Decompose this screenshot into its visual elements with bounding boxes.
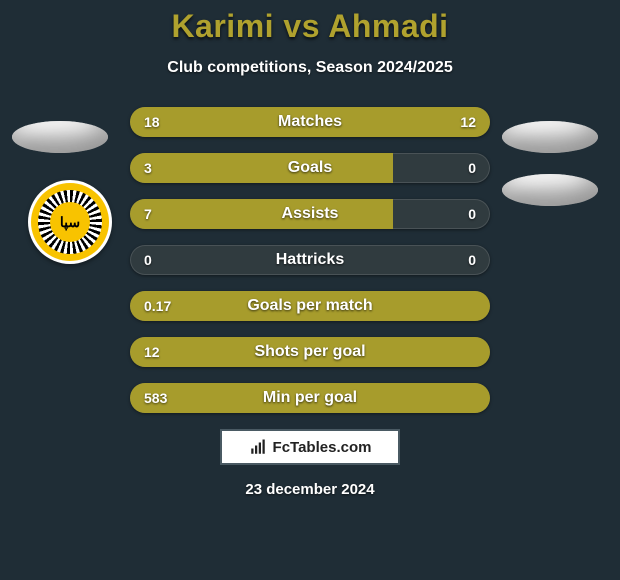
stat-bar: Min per goal583: [130, 383, 490, 413]
brand-text: FcTables.com: [273, 439, 372, 456]
stat-value-left: 0: [144, 245, 152, 275]
bar-left-fill: [130, 291, 490, 321]
chart-icon: [249, 438, 267, 456]
club-badge-text: سپا: [60, 214, 80, 231]
stat-value-right: 0: [468, 245, 476, 275]
stat-label: Hattricks: [130, 245, 490, 275]
stat-value-right: 0: [468, 153, 476, 183]
stat-bar: Goals per match0.17: [130, 291, 490, 321]
stats-bars: Matches1812Goals30Assists70Hattricks00Go…: [130, 107, 490, 413]
bar-left-fill: [130, 199, 393, 229]
stat-bar: Assists70: [130, 199, 490, 229]
page-subtitle: Club competitions, Season 2024/2025: [0, 59, 620, 77]
club-badge-left: سپا: [28, 180, 112, 264]
bar-left-fill: [130, 153, 393, 183]
stat-value-left: 18: [144, 107, 160, 137]
bar-left-fill: [130, 383, 490, 413]
brand-badge[interactable]: FcTables.com: [220, 429, 400, 465]
stat-value-right: 12: [460, 107, 476, 137]
stat-value-left: 12: [144, 337, 160, 367]
player-avatar-right: [502, 121, 598, 153]
stat-bar: Shots per goal12: [130, 337, 490, 367]
stat-value-left: 7: [144, 199, 152, 229]
page-title: Karimi vs Ahmadi: [0, 8, 620, 45]
player-avatar-left: [12, 121, 108, 153]
stat-bar: Matches1812: [130, 107, 490, 137]
stat-value-right: 0: [468, 199, 476, 229]
comparison-card: Karimi vs Ahmadi Club competitions, Seas…: [0, 0, 620, 580]
footer-date: 23 december 2024: [0, 481, 620, 498]
club-badge-right: [502, 174, 598, 206]
stat-value-left: 583: [144, 383, 167, 413]
club-badge-inner: سپا: [50, 202, 90, 242]
bar-left-fill: [130, 107, 346, 137]
stat-value-left: 3: [144, 153, 152, 183]
stat-bar: Goals30: [130, 153, 490, 183]
stat-bar: Hattricks0 0: [130, 245, 490, 275]
bar-left-fill: [130, 337, 490, 367]
stat-value-left: 0.17: [144, 291, 171, 321]
